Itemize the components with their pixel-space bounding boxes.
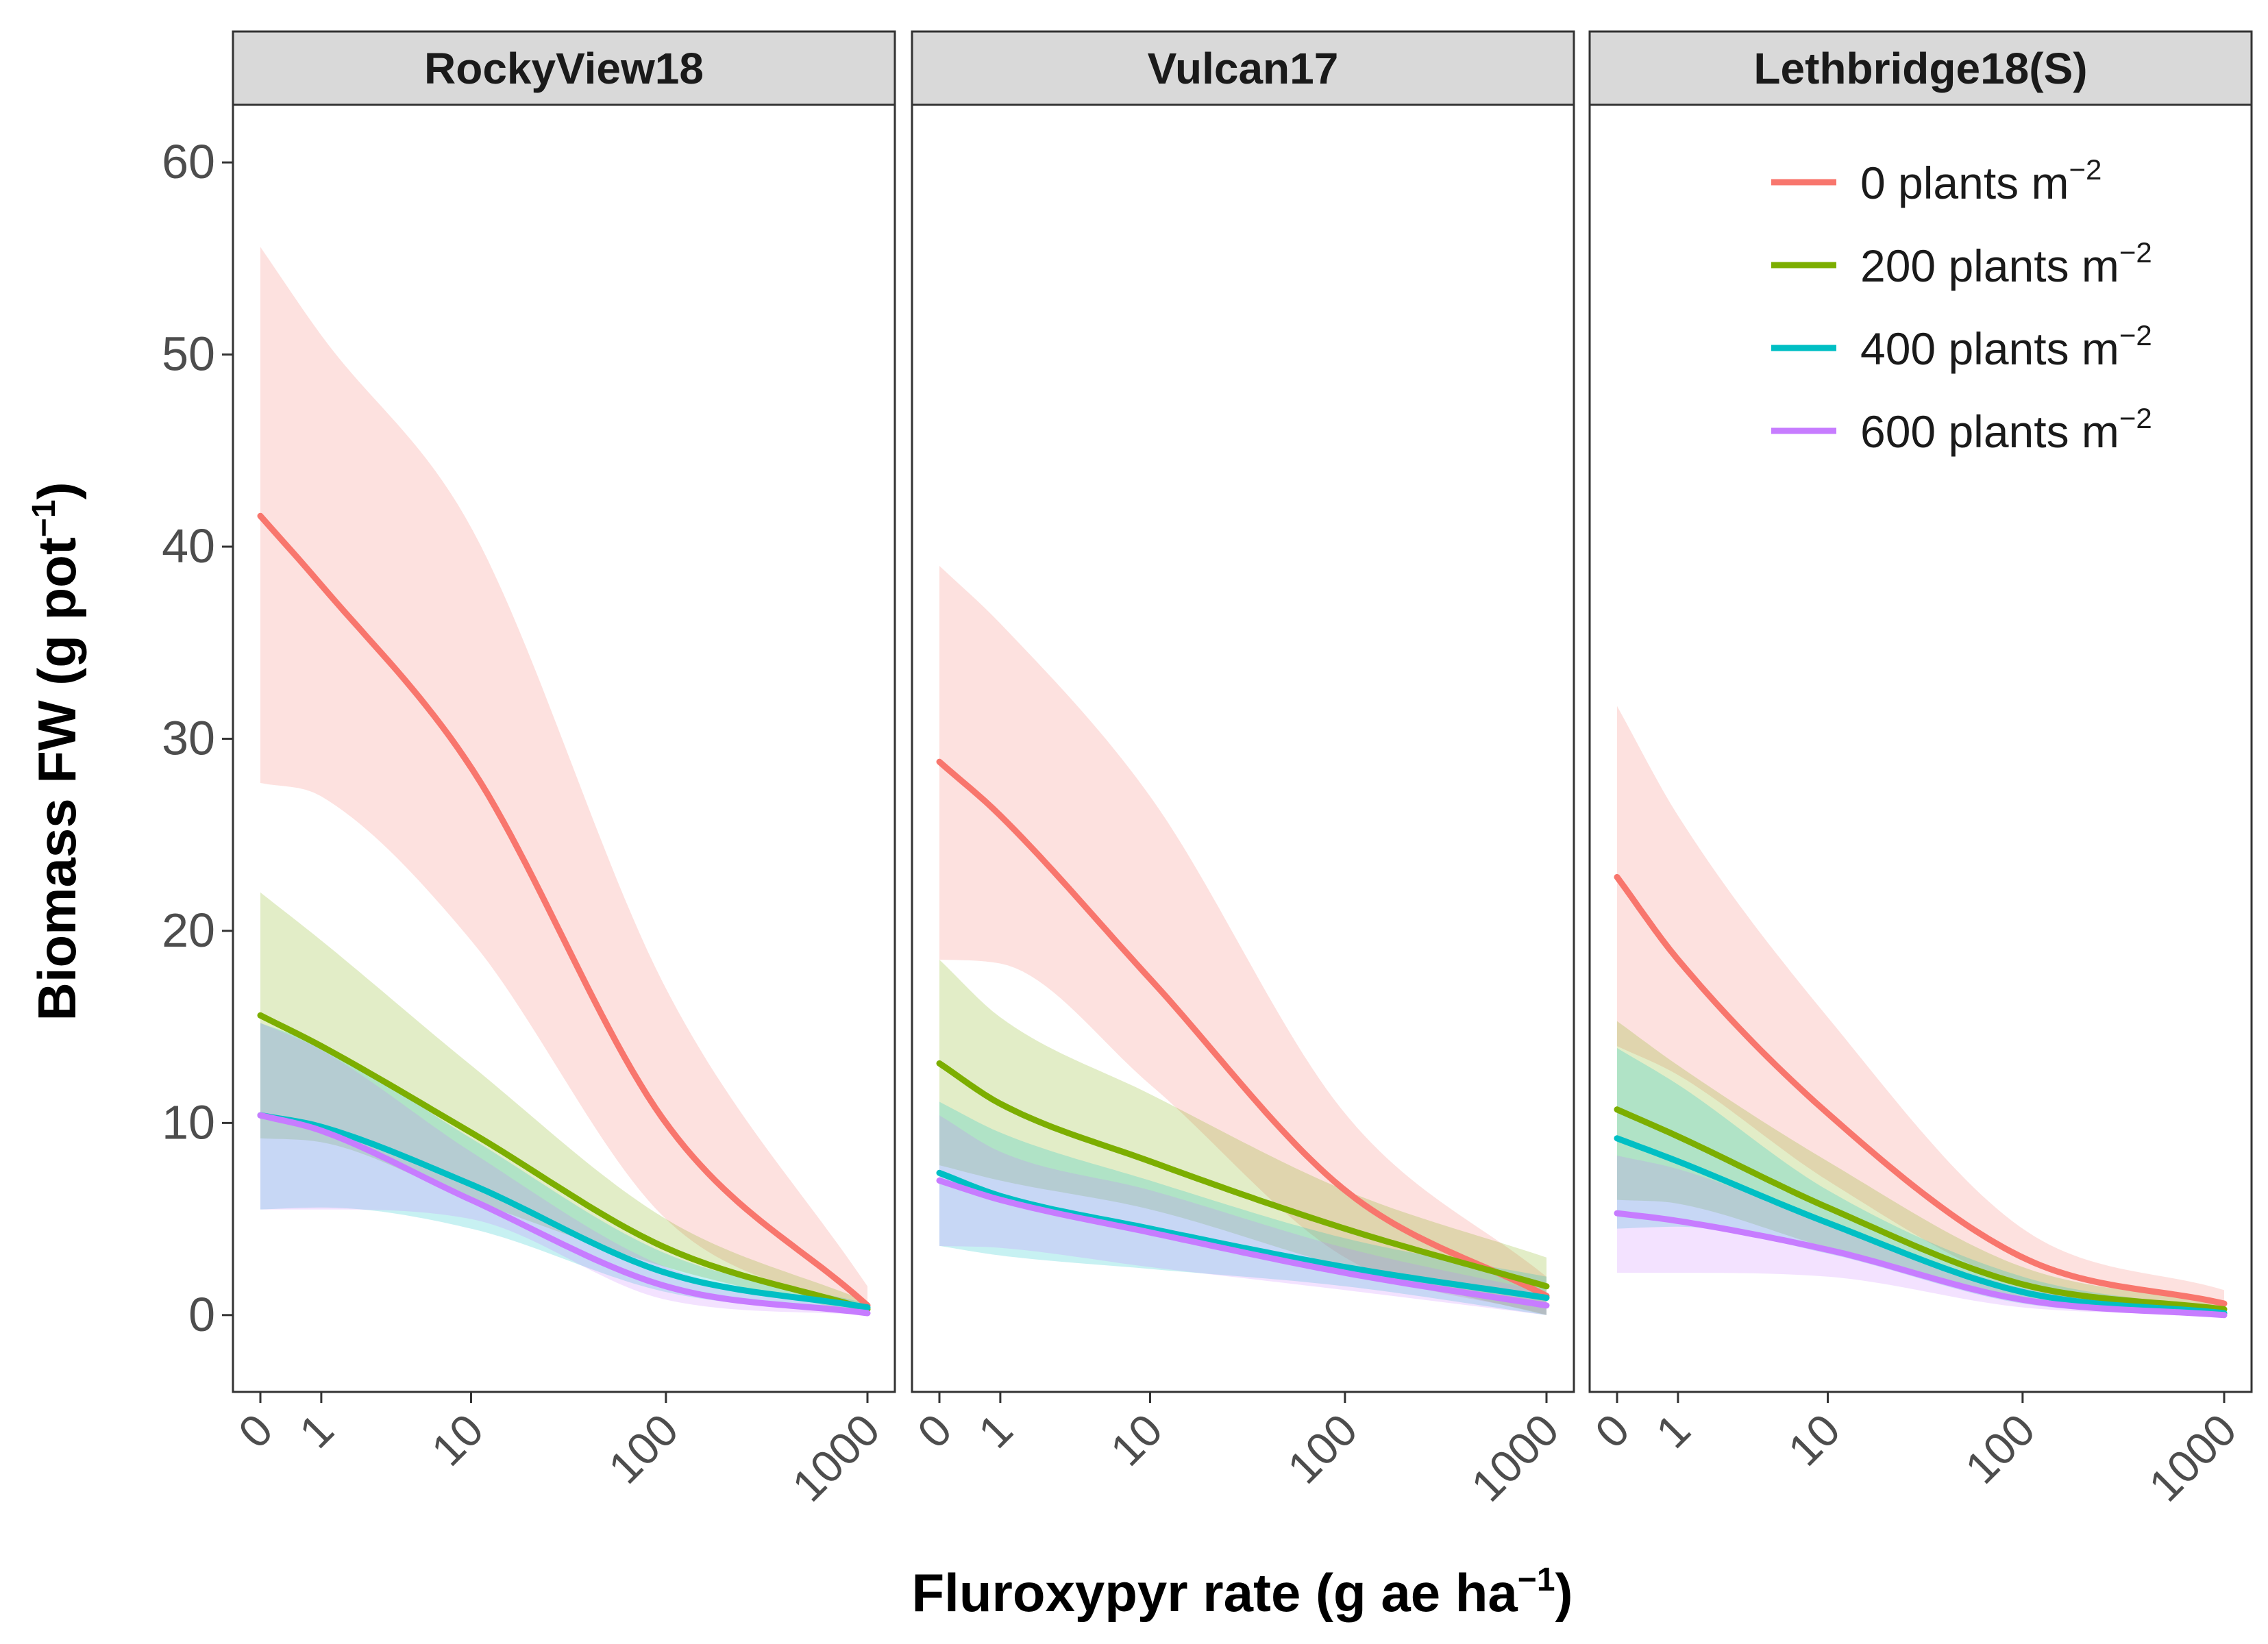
ribbon-600-plants <box>260 1023 867 1315</box>
panel-border <box>911 103 1575 1393</box>
curve-200-plants <box>1614 1106 2228 1312</box>
curve-600-plants <box>936 1178 1550 1309</box>
panel-border <box>1588 103 2253 1393</box>
panel-title: Vulcan17 <box>1148 44 1339 93</box>
x-tick-label: 10 <box>1100 1404 1172 1475</box>
x-tick-label: 0 <box>229 1404 282 1458</box>
ribbon-0-plants <box>260 247 867 1315</box>
y-tick-label: 40 <box>162 519 215 573</box>
curve-0-plants <box>1614 873 2228 1307</box>
curve-600-plants <box>257 1112 871 1317</box>
curve-400-plants <box>257 1112 871 1311</box>
legend-label: 0 plants m−2 <box>1860 153 2101 208</box>
x-tick-label: 1 <box>969 1404 1022 1458</box>
legend-entry: 600 plants m−2 <box>1771 402 2152 457</box>
x-tick-label: 1000 <box>782 1404 889 1511</box>
panel-border <box>232 103 896 1393</box>
y-tick-label: 50 <box>162 327 215 381</box>
x-tick-label: 1 <box>1647 1404 1700 1458</box>
x-tick-label: 1 <box>290 1404 343 1458</box>
plot-area <box>912 105 1574 1392</box>
legend-label: 200 plants m−2 <box>1860 236 2152 291</box>
x-tick-label: 100 <box>1956 1404 2045 1493</box>
plot-area <box>1590 105 2252 1392</box>
y-tick-label: 60 <box>162 135 215 188</box>
panel-title: RockyView18 <box>424 44 704 93</box>
panel-strip <box>911 30 1575 106</box>
ribbon-400-plants <box>939 1101 1546 1315</box>
legend-label: 400 plants m−2 <box>1860 319 2152 374</box>
curve-0-plants <box>257 512 871 1309</box>
legend-entry: 200 plants m−2 <box>1771 236 2152 291</box>
x-tick-label: 0 <box>908 1404 961 1458</box>
x-tick-label: 1000 <box>1462 1404 1568 1511</box>
x-tick-label: 100 <box>1278 1404 1367 1493</box>
ribbon-0-plants <box>939 566 1546 1315</box>
legend: 0 plants m−2 200 plants m−2 400 plants m−2… <box>1771 153 2152 457</box>
ribbon-400-plants <box>260 1023 867 1315</box>
x-tick-label: 0 <box>1586 1404 1639 1458</box>
legend-entry: 400 plants m−2 <box>1771 319 2152 374</box>
x-tick-label: 10 <box>1778 1404 1849 1475</box>
curve-200-plants <box>257 1012 871 1312</box>
curve-400-plants <box>1614 1135 2228 1317</box>
x-tick-label: 1000 <box>2139 1404 2246 1511</box>
x-axis-title: Fluroxypyr rate (g ae ha−1) <box>912 1562 1573 1623</box>
curve-600-plants <box>1614 1210 2228 1319</box>
y-tick-label: 30 <box>162 711 215 764</box>
x-tick-label: 10 <box>421 1404 493 1475</box>
y-tick-label: 0 <box>188 1288 215 1341</box>
panel-title: Lethbridge18(S) <box>1753 44 2087 93</box>
panel-strip <box>232 30 896 106</box>
plot-area <box>233 105 895 1392</box>
y-axis-title: Biomass FW (g pot−1) <box>26 482 87 1021</box>
y-tick-label: 10 <box>162 1095 215 1149</box>
panel-1: RockyView18 0 1 10 100 1000 <box>229 30 896 1511</box>
curve-200-plants <box>936 1060 1550 1290</box>
legend-entry: 0 plants m−2 <box>1771 153 2101 208</box>
panel-strip <box>1588 30 2253 106</box>
x-tick-label: 100 <box>599 1404 688 1493</box>
curve-0-plants <box>936 758 1550 1299</box>
ribbon-600-plants <box>1617 1156 2224 1315</box>
y-tick-label: 20 <box>162 904 215 957</box>
ribbon-600-plants <box>939 1115 1546 1315</box>
panel-2: Vulcan17 0 1 10 100 1000 <box>908 30 1575 1511</box>
legend-label: 600 plants m−2 <box>1860 402 2152 457</box>
